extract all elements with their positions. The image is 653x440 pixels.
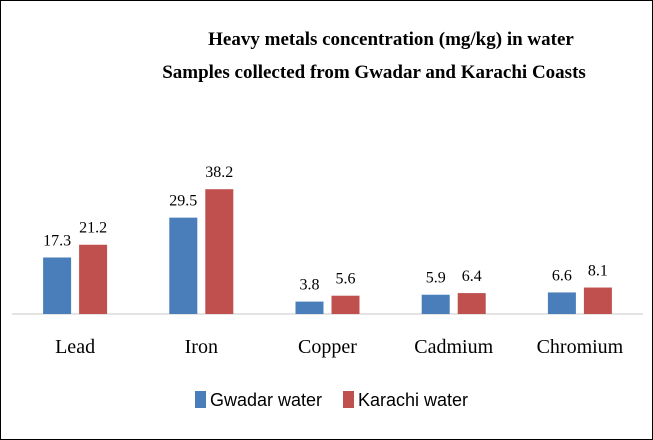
data-label-iron-karachi-water: 38.2 xyxy=(205,164,233,181)
category-label-lead: Lead xyxy=(55,336,95,358)
data-label-lead-gwadar-water: 17.3 xyxy=(43,232,71,249)
data-label-copper-karachi-water: 5.6 xyxy=(336,271,356,288)
bars-group xyxy=(43,189,612,314)
bar-cadmium-gwadar-water xyxy=(421,294,450,314)
bar-iron-karachi-water xyxy=(205,189,234,314)
legend-label-karachi-water: Karachi water xyxy=(358,390,468,410)
category-label-iron: Iron xyxy=(185,336,218,358)
data-label-chromium-gwadar-water: 6.6 xyxy=(552,267,572,284)
category-label-cadmium: Cadmium xyxy=(414,336,493,358)
bar-chromium-karachi-water xyxy=(583,287,612,314)
chart-subtitle: Samples collected from Gwadar and Karach… xyxy=(162,62,586,83)
legend-label-gwadar-water: Gwadar water xyxy=(210,390,322,410)
bar-cadmium-karachi-water xyxy=(457,293,486,314)
data-label-lead-karachi-water: 21.2 xyxy=(79,220,107,237)
labels-group: 17.3 21.2 Lead 29.5 38.2 Iron 3.8 5.6 Copper 5.9 6… xyxy=(43,164,624,358)
bar-copper-karachi-water xyxy=(331,295,360,314)
chart-title: Heavy metals concentration (mg/kg) in wa… xyxy=(208,29,574,50)
legend-swatch-karachi-water xyxy=(343,391,354,408)
data-label-chromium-karachi-water: 8.1 xyxy=(588,263,608,280)
bar-chromium-gwadar-water xyxy=(547,292,576,314)
bar-lead-gwadar-water xyxy=(43,257,72,314)
data-label-cadmium-karachi-water: 6.4 xyxy=(462,268,482,285)
category-label-chromium: Chromium xyxy=(537,336,624,358)
legend: Gwadar water Karachi water xyxy=(195,390,468,410)
legend-swatch-gwadar-water xyxy=(195,391,206,408)
data-label-iron-gwadar-water: 29.5 xyxy=(169,193,197,210)
bar-copper-gwadar-water xyxy=(295,301,324,314)
bar-lead-karachi-water xyxy=(79,244,108,314)
data-label-copper-gwadar-water: 3.8 xyxy=(300,277,320,294)
category-label-copper: Copper xyxy=(298,336,357,358)
bar-iron-gwadar-water xyxy=(169,217,198,314)
data-label-cadmium-gwadar-water: 5.9 xyxy=(426,270,446,287)
